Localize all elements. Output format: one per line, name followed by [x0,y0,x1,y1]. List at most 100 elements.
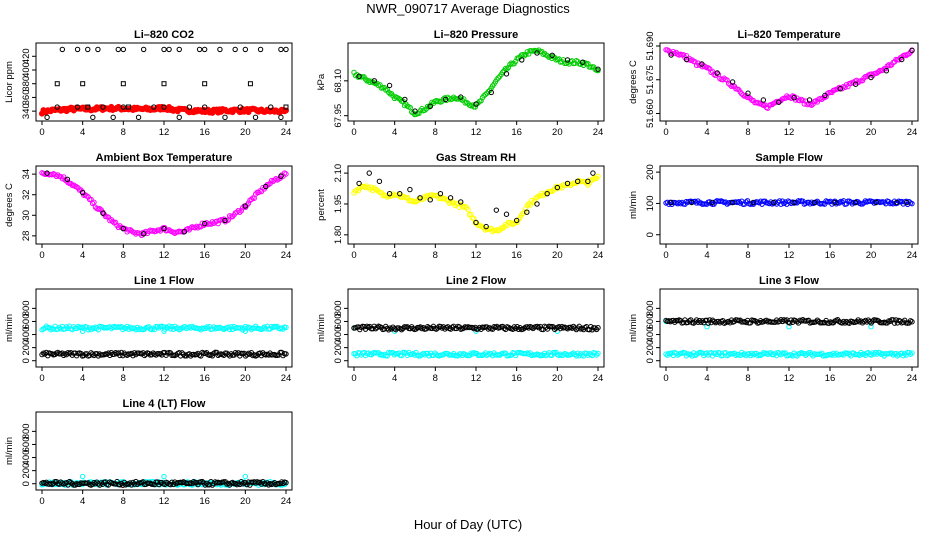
data-point [593,352,600,358]
data-point [252,114,259,121]
data-point [186,104,193,110]
x-tick-label: 16 [825,127,836,138]
data-point [242,203,249,209]
x-tick-label: 0 [663,373,668,384]
data-point [166,323,172,329]
data-point [585,61,591,67]
x-tick-label: 8 [745,250,750,261]
data-point [668,52,674,58]
panel-title: Gas Stream RH [436,152,516,164]
data-point [248,326,255,333]
x-tick-label: 12 [159,496,170,507]
panel-title: Line 1 Flow [134,275,194,287]
data-point [120,46,127,53]
data-point [495,75,502,81]
data-point [564,59,571,66]
y-tick-label: 200 [333,340,344,356]
x-tick-label: 16 [511,127,522,138]
data-point [59,46,66,53]
data-point [238,208,244,214]
y-tick-label: 800 [645,300,656,316]
data-point [278,114,284,121]
data-point [458,199,464,205]
data-point [398,326,405,333]
x-tick-label: 20 [866,250,877,261]
panel-box-temp: Ambient Box Temperature degrees C 0 4 8 12 16 2… [4,152,293,261]
data-point [668,199,674,206]
x-axis: 0 4 8 12 16 20 24 [39,490,291,507]
data-point [797,97,803,104]
data-point [90,114,96,121]
data-point [202,325,208,332]
x-tick-label: 16 [825,250,836,261]
data-point [149,326,155,333]
series-blue [663,198,915,207]
x-tick-label: 4 [80,127,85,138]
data-point [873,199,879,206]
data-point [755,99,761,106]
data-point [234,481,240,488]
data-point [124,352,130,358]
series-black [39,478,289,488]
data-point [63,324,70,330]
y-axis-label: ml/min [4,437,15,465]
data-point [60,174,67,180]
data-point [376,178,383,185]
data-point [85,104,91,110]
data-point [683,56,690,63]
panel-line3: Line 3 Flow ml/min 0 4 8 12 16 20 24 0 20040060080… [628,275,919,384]
data-point [112,219,119,226]
data-point [242,353,249,359]
data-point [222,217,228,224]
x-tick-label: 16 [199,373,210,384]
x-tick-label: 4 [704,250,709,261]
data-point [397,190,403,197]
data-point [64,176,71,182]
data-point [161,473,167,480]
data-point [386,190,393,197]
y-tick-label: 1.80 [333,226,344,245]
data-point [814,317,821,323]
x-tick-label: 20 [552,250,563,261]
data-point [118,349,125,356]
data-point [125,481,132,487]
data-point [56,324,63,331]
x-tick-label: 8 [745,127,750,138]
y-tick-label: 400 [333,327,344,343]
x-tick-label: 16 [511,250,522,261]
data-point [473,219,479,226]
x-tick-label: 20 [240,373,251,384]
panel-line2: Line 2 Flow ml/min 0 4 8 12 16 20 24 0 20040060080… [316,275,605,384]
data-point [44,114,50,121]
y-tick-label: 400 [645,327,656,343]
x-tick-label: 16 [199,250,210,261]
data-point [74,104,81,110]
series-black [668,199,910,206]
data-point [47,326,54,333]
data-point [417,195,423,201]
y-axis: 1.80 1.95 2.10 [333,164,348,244]
series-red [39,103,289,117]
y-tick-label: 67.95 [333,104,344,128]
y-tick-label: 400 [21,327,32,343]
data-point [74,46,81,53]
y-tick-label: 800 [21,300,32,316]
data-point [237,481,243,488]
x-axis: 0 4 8 12 16 20 24 [663,121,917,138]
data-point [201,220,208,227]
y-tick-label: 380 [21,76,32,92]
data-point [852,199,859,206]
data-point [95,46,101,53]
x-axis: 0 4 8 12 16 20 24 [663,367,917,384]
data-point [505,64,512,71]
data-point [447,195,454,201]
data-point [140,46,147,53]
data-point [135,114,142,121]
data-point [97,205,103,212]
data-point [586,326,593,333]
data-point [494,76,500,83]
x-tick-label: 0 [39,127,44,138]
data-point [39,351,45,358]
data-point [398,352,405,359]
